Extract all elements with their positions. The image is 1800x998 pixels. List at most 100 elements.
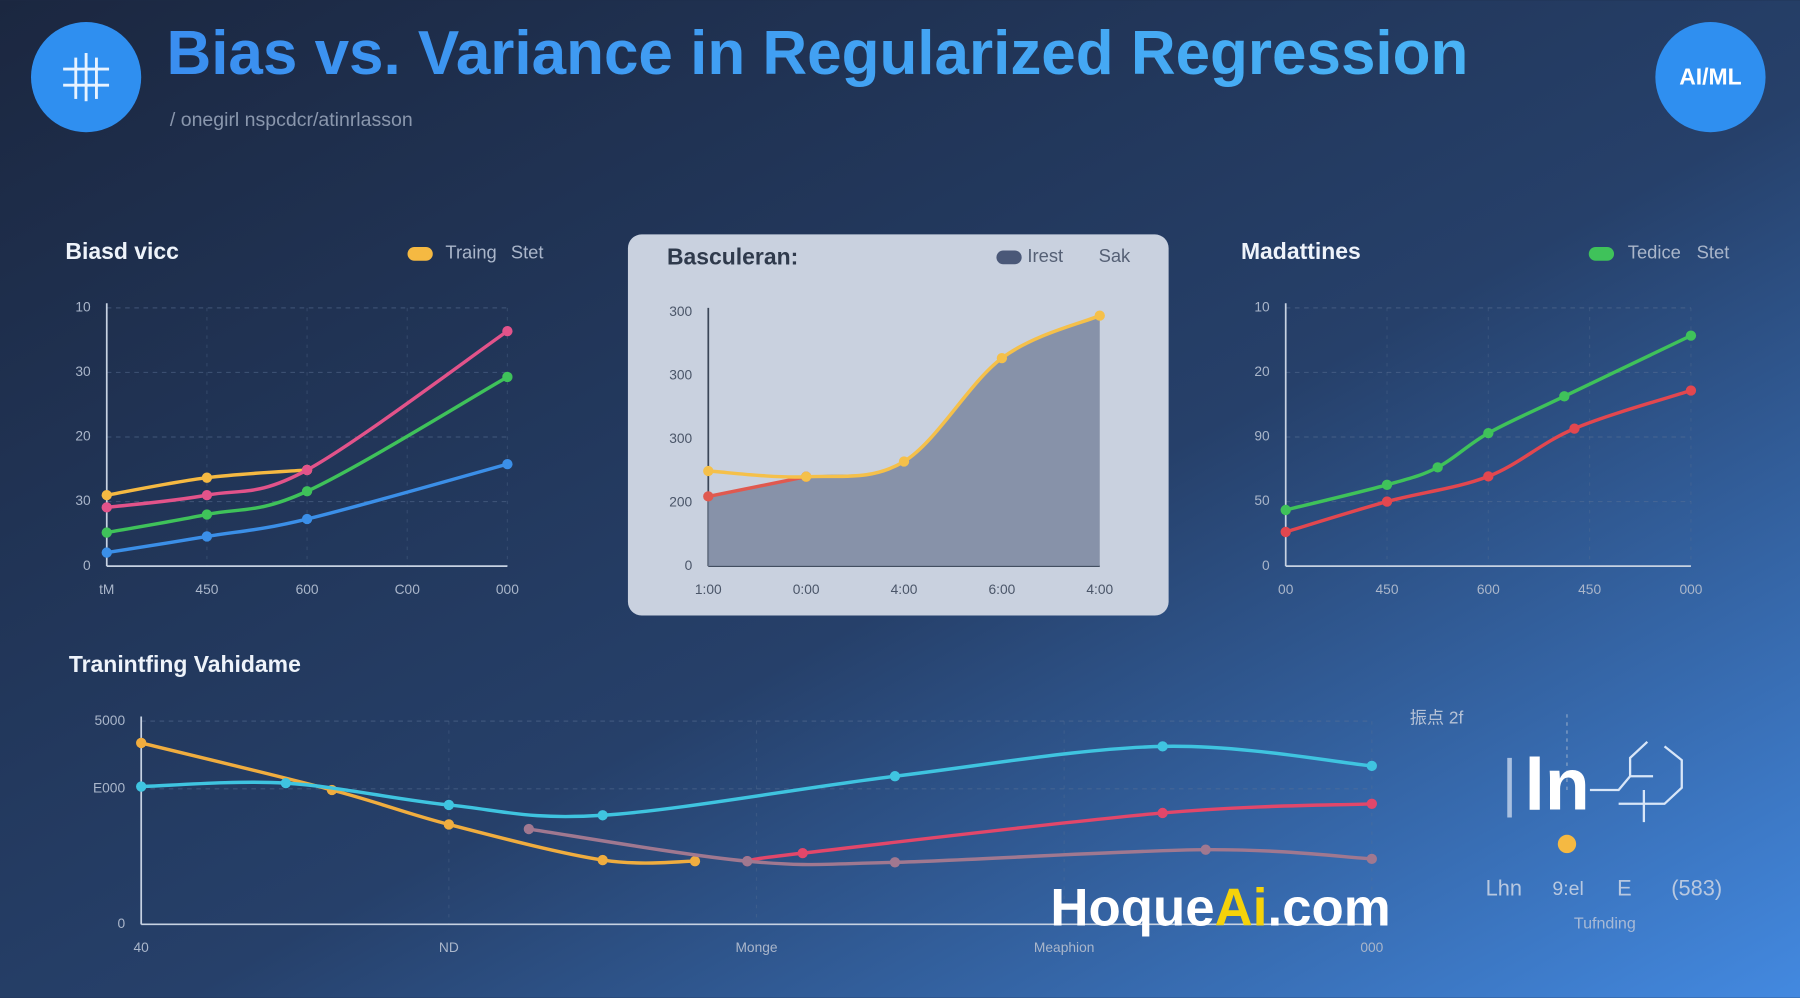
point — [1157, 807, 1168, 819]
point — [742, 856, 753, 867]
x-tick-label: 000 — [496, 582, 519, 597]
legend-label: Irest — [1027, 245, 1063, 266]
point — [1559, 391, 1570, 402]
point — [797, 847, 808, 859]
point — [101, 547, 112, 558]
badge — [1655, 22, 1766, 133]
legend-swatch — [407, 247, 433, 261]
chart-title: Basculeran: — [667, 244, 798, 270]
x-tick-label: tM — [99, 582, 114, 597]
chart: Tranintfing Vahidame 0 E000 5000 40 ND Monge Me… — [69, 651, 1384, 955]
x-tick-label: 600 — [296, 582, 319, 597]
point — [800, 471, 812, 482]
point — [1432, 462, 1443, 473]
point — [889, 771, 901, 782]
line — [528, 827, 1372, 867]
chart-title: Madattines — [1241, 238, 1361, 264]
point — [443, 819, 455, 830]
point — [1685, 385, 1697, 396]
y-tick-label: 200 — [669, 494, 692, 509]
line — [106, 375, 509, 535]
line — [747, 802, 1372, 863]
watermark-part: .com — [1267, 879, 1390, 938]
side-dot — [1557, 834, 1577, 854]
y-tick-label: 300 — [669, 431, 692, 446]
point — [689, 856, 701, 867]
x-tick-label: 000 — [1360, 940, 1383, 955]
legend-label: Tedice — [1628, 242, 1681, 263]
point — [502, 458, 513, 470]
point — [1094, 310, 1105, 321]
x-tick-label: 1:00 — [695, 582, 722, 597]
point — [703, 491, 714, 502]
line — [106, 462, 508, 555]
y-tick-label: E000 — [93, 781, 125, 796]
page-title: Bias vs. Variance in Regularized Regress… — [166, 19, 1468, 88]
point — [301, 513, 313, 525]
chart-title: Tranintfing Vahidame — [69, 651, 301, 677]
side-item: (583) — [1671, 876, 1722, 901]
x-tick-label: 40 — [134, 940, 150, 955]
line — [140, 741, 695, 865]
side-caption: 振点 2f — [1410, 707, 1464, 727]
x-tick-label: 4:00 — [1086, 582, 1113, 597]
point — [136, 781, 147, 792]
circuit — [1589, 740, 1683, 823]
chart: Basculeran: Irest Sak 0 200 300 300 300 1:00 0:00… — [667, 244, 1131, 597]
y-tick-label: 0 — [685, 558, 693, 573]
y-tick-label: 10 — [75, 300, 91, 315]
point — [1483, 471, 1494, 482]
badge-text: AI/ML — [1679, 63, 1741, 89]
point — [502, 325, 513, 337]
point — [201, 509, 213, 520]
y-tick-label: 5000 — [95, 713, 126, 728]
x-tick-label: 6:00 — [988, 582, 1015, 597]
legend-swatch — [996, 250, 1022, 265]
chart: Madattines Tedice Stet 0 50 90 20 10 00 450 600 450… — [1241, 238, 1729, 597]
side-footer: Tufnding — [1574, 915, 1636, 933]
point — [1685, 330, 1697, 341]
point — [1280, 526, 1291, 538]
legend-label: Traing — [445, 242, 496, 263]
x-tick-label: 450 — [195, 582, 218, 597]
y-tick-label: 300 — [669, 304, 692, 319]
point — [1381, 496, 1393, 507]
point — [101, 502, 112, 513]
y-tick-label: 0 — [1262, 558, 1270, 573]
point — [523, 823, 535, 835]
area — [708, 315, 1100, 567]
point — [996, 352, 1008, 364]
watermark: HoqueAi.com — [1050, 879, 1390, 938]
point — [1483, 427, 1494, 439]
side-item: E — [1617, 876, 1632, 901]
y-tick-label: 20 — [1254, 364, 1270, 379]
line — [106, 329, 509, 510]
subtitle: / onegirl nspcdcr/atinrlasson — [170, 109, 413, 131]
point — [889, 857, 901, 868]
y-tick-label: 0 — [117, 916, 125, 931]
x-tick-label: Monge — [735, 940, 777, 955]
y-tick-label: 300 — [669, 368, 692, 383]
point — [1366, 853, 1377, 865]
side-item: Lhn — [1486, 876, 1522, 901]
x-tick-label: ND — [439, 940, 459, 955]
point — [1280, 504, 1291, 516]
legend-swatch — [1588, 247, 1615, 261]
x-tick-label: 000 — [1679, 582, 1702, 597]
y-tick-label: 30 — [75, 493, 91, 508]
point — [597, 854, 608, 866]
point — [101, 527, 112, 538]
x-tick-label: 450 — [1376, 582, 1399, 597]
point — [1366, 798, 1377, 809]
point — [280, 777, 291, 789]
watermark-part: Ai — [1215, 879, 1268, 938]
x-tick-label: 450 — [1578, 582, 1601, 597]
y-tick-label: 30 — [75, 364, 91, 379]
point — [201, 472, 213, 483]
point — [136, 737, 147, 749]
x-tick-label: 4:00 — [891, 582, 918, 597]
chart-title: Biasd vicc — [65, 238, 179, 264]
watermark-part: Hoque — [1050, 879, 1214, 938]
y-tick-label: 90 — [1254, 429, 1270, 444]
